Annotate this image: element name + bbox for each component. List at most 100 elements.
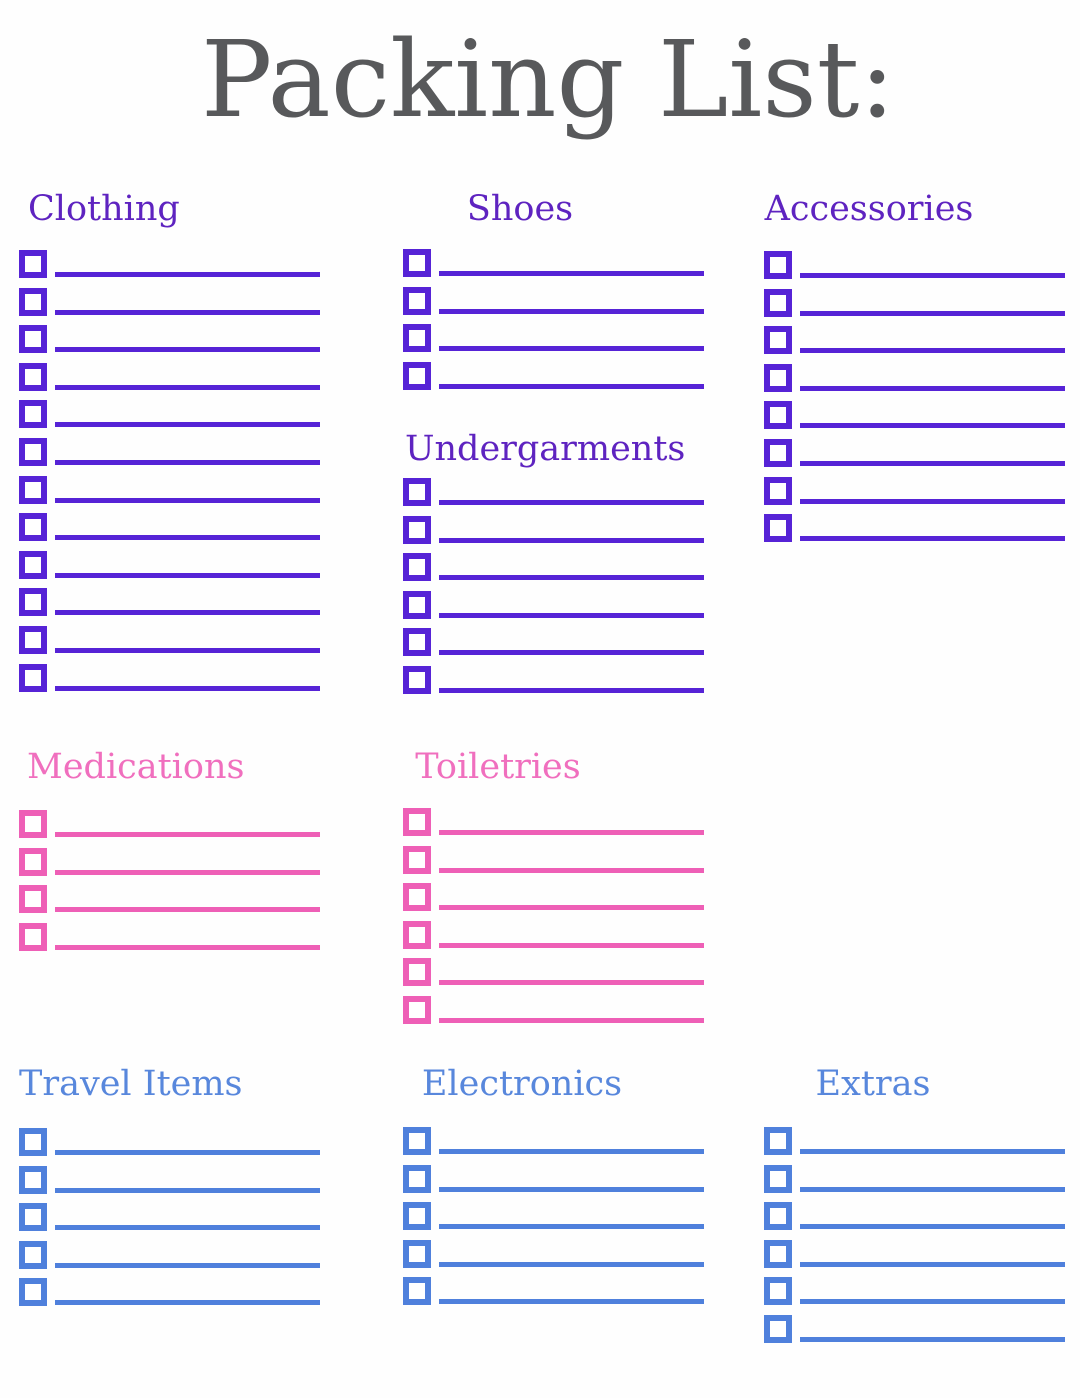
checkbox[interactable]	[19, 847, 47, 876]
checkbox[interactable]	[403, 1127, 431, 1155]
blank-write-line[interactable]	[439, 346, 704, 352]
blank-write-line[interactable]	[55, 422, 320, 428]
checkbox[interactable]	[19, 922, 47, 951]
blank-write-line[interactable]	[439, 500, 704, 505]
blank-write-line[interactable]	[800, 273, 1065, 278]
checkbox[interactable]	[19, 1128, 47, 1156]
blank-write-line[interactable]	[55, 535, 320, 541]
checkbox[interactable]	[403, 478, 431, 506]
blank-write-line[interactable]	[55, 610, 320, 616]
checkbox[interactable]	[764, 514, 792, 543]
blank-write-line[interactable]	[55, 1150, 320, 1155]
blank-write-line[interactable]	[55, 497, 320, 503]
checkbox[interactable]	[764, 288, 792, 317]
checkbox[interactable]	[403, 1164, 431, 1193]
blank-write-line[interactable]	[55, 347, 320, 353]
blank-write-line[interactable]	[439, 650, 704, 656]
checkbox[interactable]	[403, 920, 431, 949]
blank-write-line[interactable]	[800, 1261, 1065, 1267]
checkbox[interactable]	[403, 1202, 431, 1231]
checkbox[interactable]	[19, 1203, 47, 1232]
blank-write-line[interactable]	[55, 384, 320, 390]
blank-write-line[interactable]	[439, 1017, 704, 1023]
checkbox[interactable]	[764, 1127, 792, 1155]
blank-write-line[interactable]	[439, 942, 704, 948]
checkbox[interactable]	[764, 1239, 792, 1268]
blank-write-line[interactable]	[800, 536, 1065, 542]
checkbox[interactable]	[19, 810, 47, 838]
checkbox[interactable]	[403, 1239, 431, 1268]
blank-write-line[interactable]	[439, 830, 704, 835]
checkbox[interactable]	[19, 287, 47, 316]
blank-write-line[interactable]	[439, 1224, 704, 1230]
checkbox[interactable]	[19, 1278, 47, 1307]
blank-write-line[interactable]	[55, 832, 320, 837]
blank-write-line[interactable]	[800, 498, 1065, 504]
blank-write-line[interactable]	[800, 1149, 1065, 1154]
blank-write-line[interactable]	[55, 1300, 320, 1306]
checkbox[interactable]	[764, 1202, 792, 1231]
checkbox[interactable]	[19, 885, 47, 914]
checkbox[interactable]	[19, 325, 47, 354]
checkbox[interactable]	[19, 400, 47, 429]
checkbox[interactable]	[403, 590, 431, 619]
checkbox[interactable]	[403, 361, 431, 390]
checkbox[interactable]	[19, 513, 47, 542]
blank-write-line[interactable]	[439, 905, 704, 911]
checkbox[interactable]	[19, 550, 47, 579]
blank-write-line[interactable]	[55, 459, 320, 465]
checkbox[interactable]	[764, 476, 792, 505]
checkbox[interactable]	[19, 475, 47, 504]
blank-write-line[interactable]	[800, 1186, 1065, 1192]
checkbox[interactable]	[764, 1277, 792, 1306]
blank-write-line[interactable]	[55, 944, 320, 950]
checkbox[interactable]	[403, 249, 431, 277]
checkbox[interactable]	[403, 883, 431, 912]
checkbox[interactable]	[19, 250, 47, 278]
blank-write-line[interactable]	[55, 647, 320, 653]
blank-write-line[interactable]	[800, 1336, 1065, 1342]
checkbox[interactable]	[764, 401, 792, 430]
blank-write-line[interactable]	[439, 1299, 704, 1305]
blank-write-line[interactable]	[800, 423, 1065, 429]
blank-write-line[interactable]	[439, 867, 704, 873]
checkbox[interactable]	[403, 995, 431, 1024]
blank-write-line[interactable]	[55, 869, 320, 875]
blank-write-line[interactable]	[439, 537, 704, 543]
blank-write-line[interactable]	[439, 1186, 704, 1192]
checkbox[interactable]	[764, 1164, 792, 1193]
checkbox[interactable]	[764, 363, 792, 392]
blank-write-line[interactable]	[439, 1149, 704, 1154]
blank-write-line[interactable]	[800, 310, 1065, 316]
checkbox[interactable]	[403, 628, 431, 657]
blank-write-line[interactable]	[439, 575, 704, 581]
blank-write-line[interactable]	[55, 1225, 320, 1231]
checkbox[interactable]	[19, 1240, 47, 1269]
blank-write-line[interactable]	[439, 687, 704, 693]
checkbox[interactable]	[764, 438, 792, 467]
blank-write-line[interactable]	[439, 383, 704, 389]
blank-write-line[interactable]	[800, 385, 1065, 391]
blank-write-line[interactable]	[439, 308, 704, 314]
blank-write-line[interactable]	[439, 1261, 704, 1267]
blank-write-line[interactable]	[55, 309, 320, 315]
checkbox[interactable]	[19, 362, 47, 391]
blank-write-line[interactable]	[800, 1299, 1065, 1305]
checkbox[interactable]	[403, 515, 431, 544]
checkbox[interactable]	[403, 286, 431, 315]
checkbox[interactable]	[403, 808, 431, 836]
checkbox[interactable]	[403, 665, 431, 694]
checkbox[interactable]	[19, 437, 47, 466]
checkbox[interactable]	[403, 553, 431, 582]
blank-write-line[interactable]	[439, 271, 704, 276]
blank-write-line[interactable]	[55, 907, 320, 913]
blank-write-line[interactable]	[800, 460, 1065, 466]
checkbox[interactable]	[19, 625, 47, 654]
checkbox[interactable]	[403, 958, 431, 987]
checkbox[interactable]	[403, 324, 431, 353]
blank-write-line[interactable]	[800, 1224, 1065, 1230]
blank-write-line[interactable]	[800, 348, 1065, 354]
blank-write-line[interactable]	[439, 980, 704, 986]
blank-write-line[interactable]	[55, 1262, 320, 1268]
checkbox[interactable]	[19, 663, 47, 692]
